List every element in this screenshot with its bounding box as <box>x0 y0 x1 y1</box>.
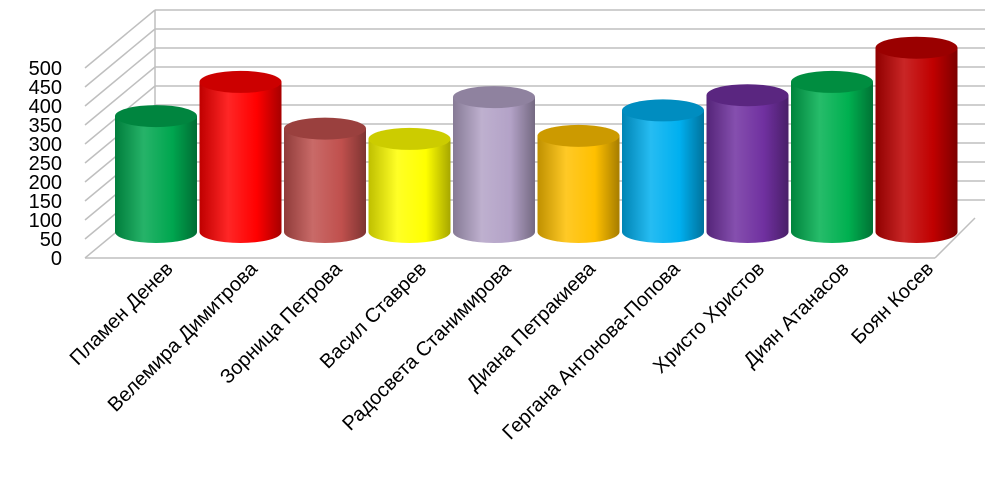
bar-body <box>199 81 282 244</box>
bar <box>706 84 789 244</box>
bar-top <box>284 117 366 140</box>
y-tick-label: 250 <box>29 153 62 175</box>
bar-top <box>368 127 451 150</box>
gridline-diagonal <box>84 66 156 126</box>
gridline-diagonal <box>84 47 156 107</box>
bar-body <box>284 128 366 243</box>
gridline-diagonal <box>84 9 156 69</box>
bar-top <box>115 105 197 128</box>
bar-body <box>622 110 704 243</box>
y-tick-label: 300 <box>29 134 62 156</box>
bar <box>622 99 704 243</box>
bar-top <box>537 124 620 147</box>
bar <box>368 127 451 244</box>
y-tick-label: 500 <box>29 58 62 80</box>
x-tick-label: Гергана Антонова-Попова <box>498 257 685 444</box>
y-tick-label: 200 <box>29 172 62 194</box>
y-tick-label: 0 <box>51 248 62 270</box>
y-tick-label: 400 <box>29 96 62 118</box>
bar-top <box>453 86 535 109</box>
bar <box>284 117 366 243</box>
bar-body <box>368 138 451 244</box>
y-tick-label: 100 <box>29 210 62 232</box>
bar <box>453 86 535 243</box>
y-tick-label: 450 <box>29 77 62 99</box>
bar <box>199 70 282 244</box>
bar-body <box>115 116 197 243</box>
floor-right-edge <box>934 217 976 259</box>
bar-body <box>453 97 535 243</box>
y-tick-label: 350 <box>29 115 62 137</box>
bars <box>115 36 958 244</box>
x-tick-label: Боян Косев <box>847 258 938 349</box>
bar-body <box>537 135 620 244</box>
bar-body <box>791 81 873 244</box>
bar-top <box>199 70 282 93</box>
bar <box>875 36 958 243</box>
bar <box>537 124 620 244</box>
x-tick-label: Радосвета Станимирова <box>338 257 516 435</box>
bar-body <box>706 95 789 244</box>
y-tick-label: 150 <box>29 191 62 213</box>
x-tick-label: Велемира Димитрова <box>104 257 263 416</box>
bar-body <box>875 47 958 243</box>
bar-top <box>875 36 958 59</box>
gridline-diagonal <box>84 28 156 88</box>
bar-top <box>706 84 789 107</box>
bar <box>115 105 197 243</box>
bar <box>791 70 873 244</box>
bar-top <box>791 70 873 93</box>
y-tick-label: 50 <box>40 229 62 251</box>
bar-top <box>622 99 704 122</box>
